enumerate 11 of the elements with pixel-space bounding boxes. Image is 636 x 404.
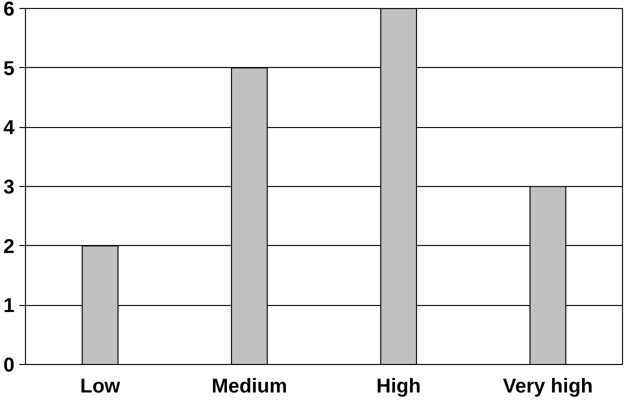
y-tick-label: 1: [3, 295, 14, 318]
x-tick-label: Medium: [212, 376, 288, 398]
y-tick-label: 5: [3, 58, 14, 80]
y-tick-label: 2: [3, 236, 14, 258]
y-tick-label: 4: [3, 117, 16, 140]
y-tick-label: 0: [3, 354, 14, 376]
x-tick-label: Very high: [502, 376, 593, 398]
y-tick-label: 6: [3, 0, 14, 20]
x-tick-label: High: [376, 376, 421, 398]
x-tick-label: Low: [80, 376, 121, 398]
y-tick-label: 3: [3, 176, 14, 198]
